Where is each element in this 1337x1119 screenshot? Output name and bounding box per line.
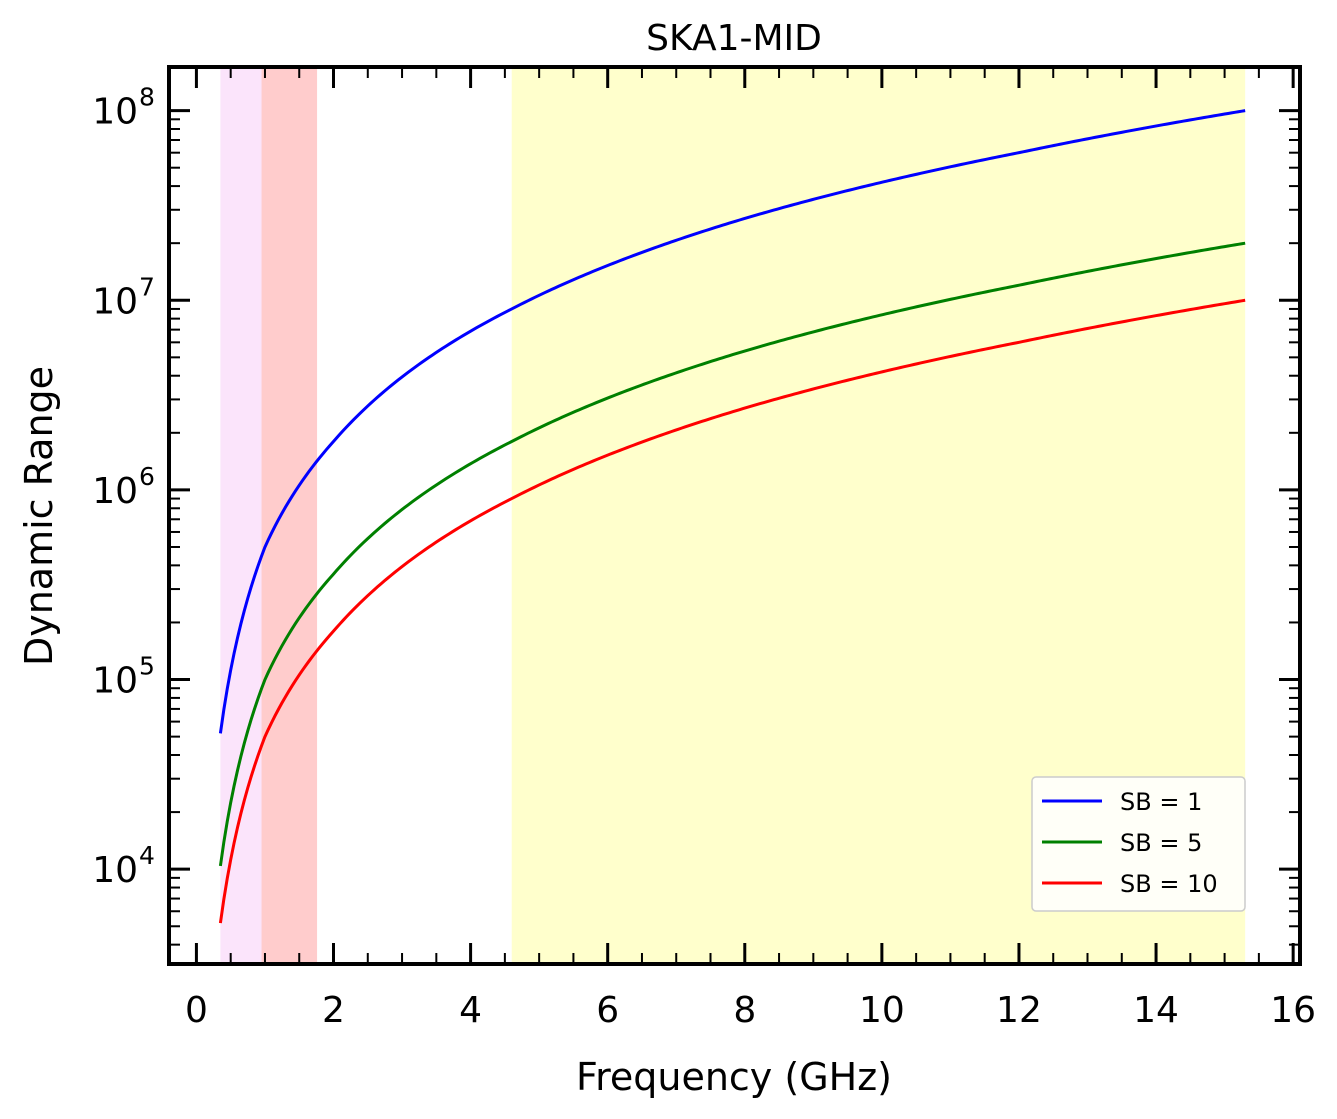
series-line-sb10	[218, 298, 1246, 924]
x-tick-label: 6	[596, 990, 619, 1031]
x-tick-label: 14	[1133, 990, 1179, 1031]
y-tick-label-base: 10	[92, 281, 138, 322]
y-tick-label-base: 10	[92, 92, 138, 133]
y-axis-label: Dynamic Range	[17, 366, 61, 666]
legend-label-sb10: SB = 10	[1120, 870, 1218, 898]
legend-label-sb5: SB = 5	[1120, 829, 1202, 857]
x-tick-label: 10	[859, 990, 905, 1031]
y-tick-label-exponent: 7	[139, 272, 155, 301]
chart-title: SKA1-MID	[646, 18, 822, 59]
x-tick-label: 0	[185, 990, 208, 1031]
y-tick-label-exponent: 6	[139, 462, 155, 491]
data-lines	[218, 109, 1246, 924]
y-tick-label-exponent: 5	[139, 652, 155, 681]
shaded-band-2	[261, 67, 318, 964]
legend-box	[1031, 776, 1246, 912]
series-line-sb1	[218, 109, 1246, 734]
legend-label-sb1: SB = 1	[1120, 788, 1202, 816]
x-tick-label: 12	[996, 990, 1042, 1031]
plot-frame	[167, 65, 1302, 966]
legend: SB = 1 SB = 5 SB = 10	[1031, 776, 1246, 912]
series-line-sb5	[218, 241, 1246, 867]
y-tick-label: 10 4	[92, 841, 155, 891]
y-tick-label-exponent: 4	[139, 841, 155, 870]
x-axis-label: Frequency (GHz)	[576, 1055, 892, 1099]
y-tick-label: 10 6	[92, 462, 155, 512]
y-tick-label-exponent: 8	[139, 83, 155, 112]
x-tick-labels: 0 2 4 6 8 10 12 14 16	[185, 990, 1316, 1031]
x-tick-label: 2	[322, 990, 345, 1031]
y-tick-label: 10 8	[92, 83, 155, 133]
y-tick-label-base: 10	[92, 471, 138, 512]
x-tick-label: 8	[733, 990, 756, 1031]
y-tick-label: 10 5	[92, 652, 155, 702]
x-tick-label: 16	[1270, 990, 1316, 1031]
y-tick-label: 10 7	[92, 272, 155, 322]
y-tick-label-base: 10	[92, 850, 138, 891]
y-tick-label-base: 10	[92, 661, 138, 702]
x-tick-label: 4	[459, 990, 482, 1031]
